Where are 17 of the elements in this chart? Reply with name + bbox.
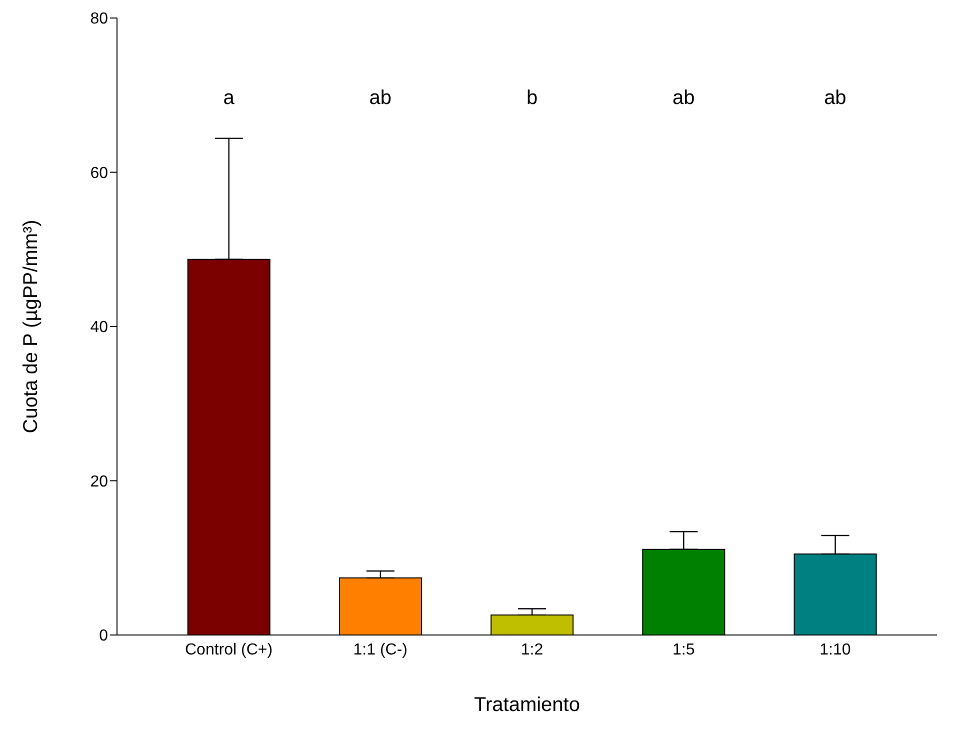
x-tick-label: 1:1 (C-) (353, 641, 408, 658)
annotation: a (223, 87, 236, 110)
x-axis-title: Tratamiento (474, 694, 580, 716)
y-tick-label: 60 (90, 164, 108, 182)
y-axis-title: Cuota de P (µgPP/mm³) (20, 220, 42, 434)
annotation: ab (672, 87, 695, 110)
y-tick-label: 0 (99, 628, 108, 645)
y-tick-label: 40 (90, 319, 108, 336)
x-tick-label: 1:5 (672, 641, 695, 658)
x-tick-label: 1:10 (820, 641, 851, 658)
y-tick-label: 20 (90, 473, 108, 490)
annotation: ab (824, 87, 846, 110)
annotation: ab (369, 87, 392, 110)
x-tick-label: Control (C+) (185, 641, 273, 658)
x-tick-label: 1:2 (520, 641, 544, 658)
annotation: b (526, 87, 538, 110)
y-tick-label: 80 (90, 10, 108, 28)
